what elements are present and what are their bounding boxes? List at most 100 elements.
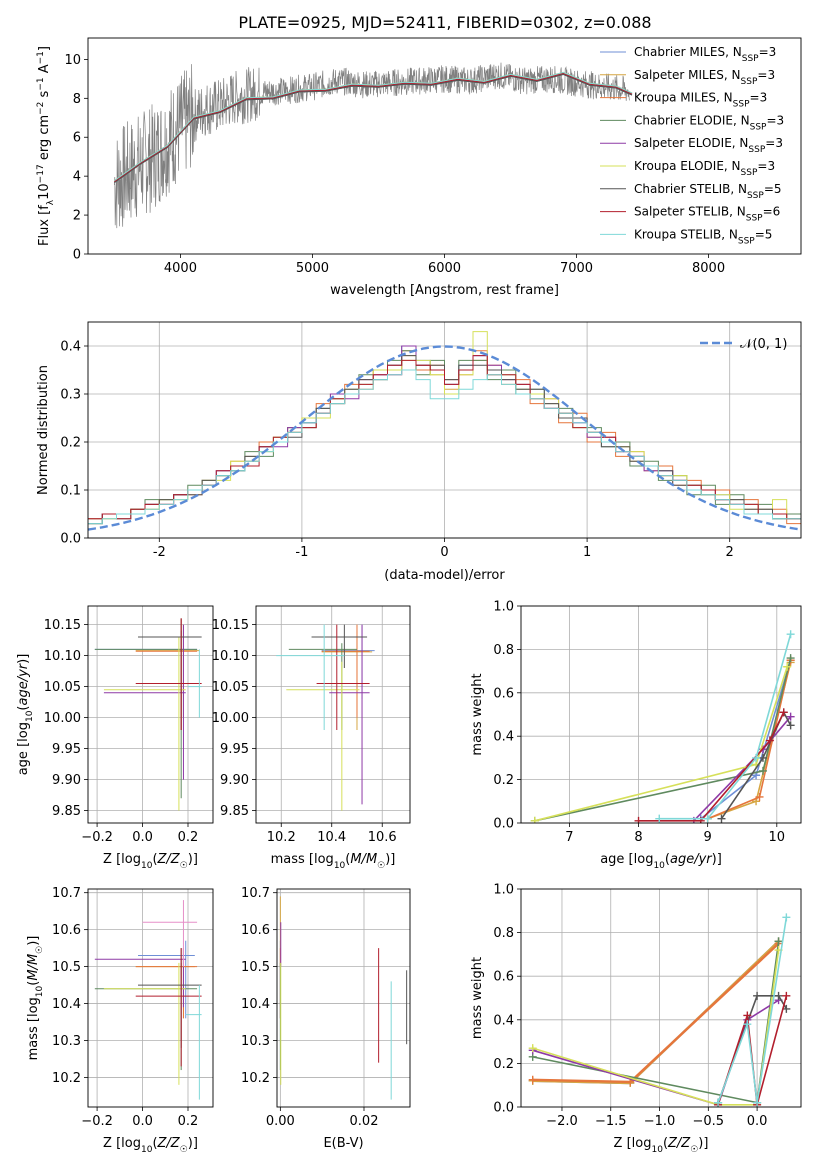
x-axis-label: (data-model)/error — [384, 568, 505, 583]
weight-marker — [530, 816, 539, 823]
label-part: Z/Z — [667, 1136, 691, 1151]
label-part: M/M — [26, 954, 41, 981]
y-tick-label: 10.6 — [241, 923, 270, 938]
mass-vs-EBV-plot-area — [279, 896, 408, 1100]
label-part: age [log — [600, 852, 653, 867]
weight-marker — [786, 630, 795, 639]
label-part: ☉ — [180, 861, 188, 871]
x-tick-label: 0.0 — [132, 1114, 153, 1129]
x-tick-label: 6000 — [428, 261, 461, 276]
x-tick-label: −0.2 — [81, 1114, 113, 1129]
weight-marker — [774, 991, 783, 1000]
label-part: ( — [665, 852, 670, 867]
label-part: Z [log — [614, 1136, 652, 1151]
label-part: ( — [16, 706, 31, 711]
y-tick-label: 9.95 — [52, 742, 81, 757]
x-tick-label: 10 — [769, 830, 786, 845]
weight-marker — [703, 814, 712, 823]
axes-frame — [87, 888, 214, 1108]
x-tick-label: 7000 — [560, 261, 593, 276]
y-tick-label: 10.4 — [241, 997, 270, 1012]
y-tick-label: 0.0 — [493, 817, 514, 832]
weight-marker — [528, 1075, 537, 1084]
y-tick-label: 10.5 — [241, 960, 270, 975]
residuals-plot-area — [88, 331, 801, 531]
weight-marker — [779, 708, 788, 717]
x-tick-label: 0.0 — [747, 1114, 768, 1129]
y-tick-label: 10.7 — [241, 886, 270, 901]
label-part: 10 — [141, 861, 153, 871]
label-part: Kroupa MILES, N — [634, 91, 733, 105]
weight-marker — [782, 913, 791, 922]
label-part: Z/Z — [157, 1136, 181, 1151]
y-tick-label: 0.2 — [60, 436, 81, 451]
y-tick-label: 8 — [73, 92, 81, 107]
x-tick-label: 4000 — [164, 261, 197, 276]
label-part: ( — [663, 1136, 668, 1151]
y-tick-label: 10.05 — [212, 680, 249, 695]
label-part: ☉ — [377, 861, 385, 871]
y-axis-label: mass weight — [470, 957, 485, 1039]
x-tick-label: 0.02 — [350, 1114, 379, 1129]
spectrum-plot-area — [114, 62, 633, 229]
legend-label: Chabrier ELODIE, NSSP=3 — [634, 113, 784, 132]
weight-line — [717, 917, 788, 1103]
label-part: −2 — [36, 102, 46, 115]
model-spectrum-line — [114, 73, 633, 184]
gaussian-curve — [88, 345, 801, 531]
label-part: 10 — [35, 985, 45, 997]
label-part: λ — [46, 199, 56, 205]
legend-label: Kroupa ELODIE, NSSP=3 — [634, 159, 775, 178]
weight-vs-Z-panel: −2.0 −1.5 −1.0 −0.5 0.0 0.0 0.2 0.4 0.6 0.8 1.0 Z [… — [470, 883, 802, 1155]
y-tick-label: 0.4 — [493, 730, 514, 745]
label-part: 10 — [37, 183, 52, 200]
label-part: s — [37, 90, 52, 101]
weight-marker — [743, 1011, 752, 1020]
label-part: =3 — [765, 136, 783, 150]
label-part: ( — [26, 981, 41, 986]
y-tick-label: 0.3 — [60, 388, 81, 403]
weight-marker — [758, 753, 767, 762]
y-tick-label: 9.85 — [52, 804, 81, 819]
weight-marker — [753, 991, 762, 1000]
y-tick-label: 4 — [73, 170, 81, 185]
y-tick-label: 10.3 — [241, 1034, 270, 1049]
label-part: SSP — [733, 100, 750, 110]
x-tick-label: 7 — [565, 830, 573, 845]
label-part: A — [37, 64, 52, 77]
weight-marker — [765, 736, 774, 745]
label-part: Chabrier ELODIE, N — [634, 113, 750, 127]
label-part: Chabrier STELIB, N — [634, 182, 747, 196]
y-tick-label: 10.4 — [52, 997, 81, 1012]
weight-marker — [774, 937, 783, 946]
x-tick-label: 8 — [634, 830, 642, 845]
y-tick-label: 0 — [73, 248, 81, 263]
label-part: SSP — [741, 77, 758, 87]
mass-vs-Z-plot-area — [94, 900, 202, 1100]
weight-marker — [655, 814, 664, 823]
x-tick-label: 10.2 — [267, 830, 296, 845]
y-axis-label: Normed distribution — [36, 365, 51, 495]
label-part: Z/Z — [157, 852, 181, 867]
x-tick-label: 0.0 — [132, 830, 153, 845]
label-part: ( — [152, 852, 157, 867]
y-tick-label: 10.3 — [52, 1034, 81, 1049]
x-axis-label: Z [log10(Z/Z☉)] — [614, 1136, 709, 1155]
weight-line — [659, 633, 792, 820]
weight-line — [717, 995, 788, 1106]
label-part: mass [log — [26, 997, 41, 1060]
figure-title: PLATE=0925, MJD=52411, FIBERID=0302, z=0… — [238, 13, 651, 32]
y-tick-label: 0.2 — [493, 773, 514, 788]
legend-label: Chabrier MILES, NSSP=3 — [634, 45, 776, 64]
legend-label: 𝒩(0, 1) — [740, 337, 787, 352]
y-tick-label: 10.5 — [52, 960, 81, 975]
label-part: age/yr — [670, 852, 713, 867]
weight-line — [707, 660, 792, 820]
y-tick-label: 2 — [73, 209, 81, 224]
weight-marker — [743, 1020, 752, 1029]
y-tick-label: 1.0 — [493, 600, 514, 615]
y-tick-label: 0.0 — [493, 1101, 514, 1116]
label-part: Kroupa STELIB, N — [634, 227, 738, 241]
x-tick-label: −1.0 — [644, 1114, 676, 1129]
